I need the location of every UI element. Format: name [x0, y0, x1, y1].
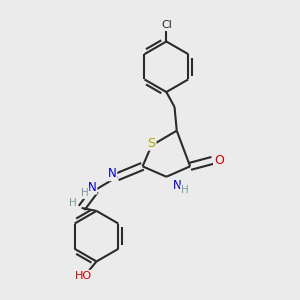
Text: Cl: Cl — [161, 20, 172, 30]
Text: N: N — [88, 181, 96, 194]
Text: O: O — [214, 154, 224, 167]
Text: HO: HO — [75, 271, 92, 281]
Text: N: N — [108, 167, 116, 180]
Text: H: H — [181, 185, 189, 195]
Text: H: H — [69, 199, 76, 208]
Text: H: H — [81, 188, 88, 198]
Text: N: N — [172, 178, 181, 192]
Text: S: S — [148, 137, 155, 150]
